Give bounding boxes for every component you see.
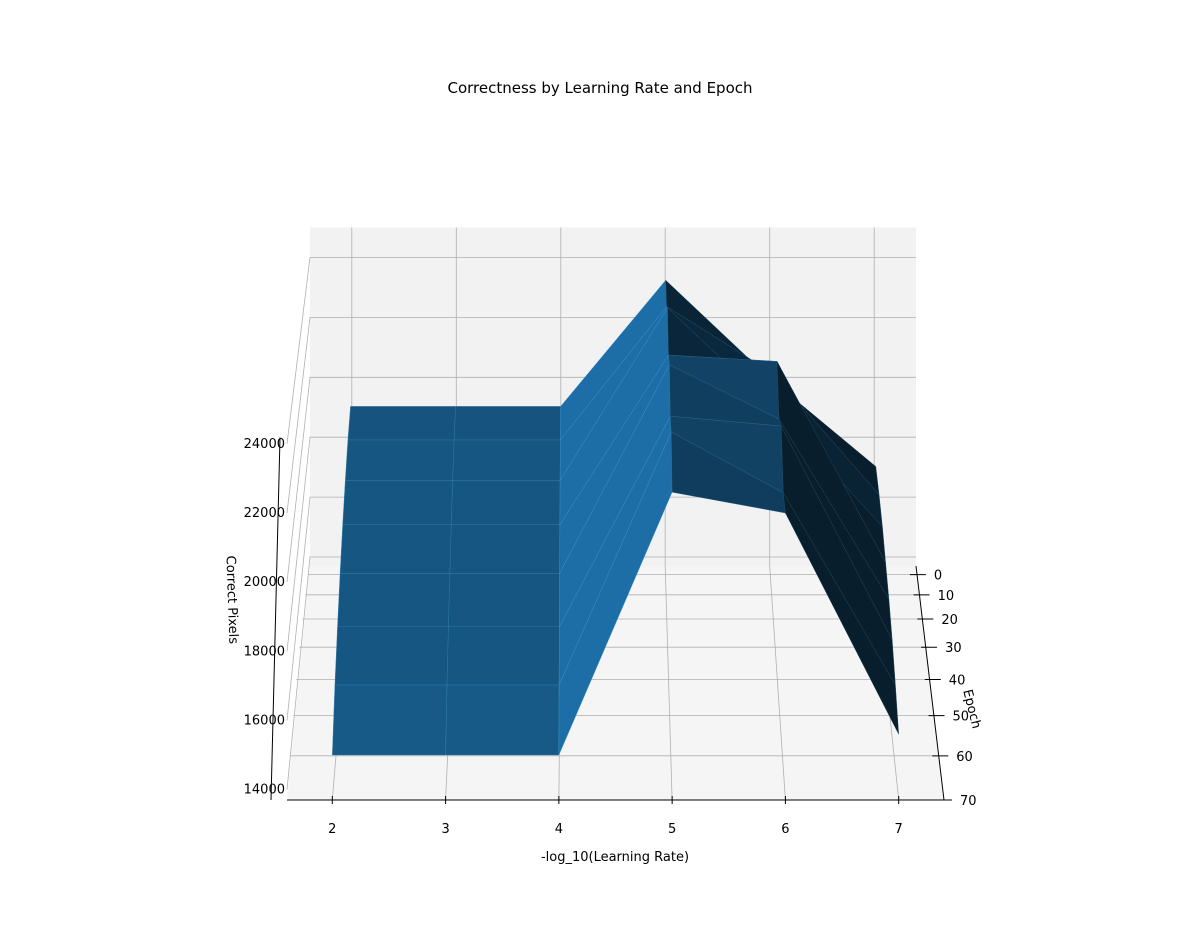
tick-labels: 2 3 4 5 6 70102030405060701400016000180002000…	[244, 437, 977, 837]
z-axis-line	[270, 437, 281, 801]
x-tick-label: 4	[555, 822, 563, 837]
epoch-tick-label: 20	[941, 613, 958, 628]
epoch-tick-label: 40	[949, 673, 966, 688]
chart-title: Correctness by Learning Rate and Epoch	[447, 79, 752, 97]
surface-facet	[347, 406, 456, 441]
surface-facet	[334, 626, 449, 686]
grid-line-z	[286, 316, 916, 514]
grid-line-z	[286, 256, 916, 444]
epoch-tick-label: 60	[956, 750, 973, 765]
surface-facet	[449, 524, 561, 574]
epoch-tick-label: 30	[945, 641, 962, 656]
epoch-tick-label: 0	[934, 569, 942, 584]
surface-facet	[448, 573, 560, 627]
x-tick-label: 3	[441, 822, 449, 837]
z-axis-label: Correct Pixels	[222, 555, 240, 644]
z-tick-label: 24000	[244, 437, 285, 452]
x-tick-label: 2	[328, 822, 336, 837]
surface-facet	[342, 480, 453, 525]
surface-facet	[445, 684, 560, 756]
surface-facet	[332, 684, 448, 756]
grid-line-z	[286, 556, 916, 790]
grid-line-x	[769, 227, 786, 801]
surface-facet	[339, 524, 452, 574]
epoch-tick-label: 50	[953, 710, 970, 725]
epoch-axis-line	[915, 565, 945, 801]
surface-facet	[451, 480, 561, 525]
z-tick-label: 16000	[244, 713, 285, 728]
z-tick-label: 18000	[244, 644, 285, 659]
x-tick-label: 5	[668, 822, 676, 837]
z-tick-label: 22000	[244, 506, 285, 521]
surface-facet	[345, 439, 455, 481]
epoch-tick-label: 70	[960, 794, 977, 809]
axis-lines	[270, 437, 945, 801]
x-tick-label: 6	[781, 822, 789, 837]
surface-facet	[452, 439, 561, 481]
surface-plot	[332, 279, 899, 756]
surface-facet	[783, 492, 899, 735]
z-tick-label: 20000	[244, 575, 285, 590]
x-axis-label: -log_10(Learning Rate)	[541, 850, 689, 865]
surface-facet	[453, 406, 561, 441]
x-tick-label: 7	[895, 822, 903, 837]
surface-facet	[337, 573, 451, 627]
epoch-tick-label: 10	[938, 589, 955, 604]
surface-facet	[446, 626, 560, 686]
z-tick-label: 14000	[244, 783, 285, 798]
